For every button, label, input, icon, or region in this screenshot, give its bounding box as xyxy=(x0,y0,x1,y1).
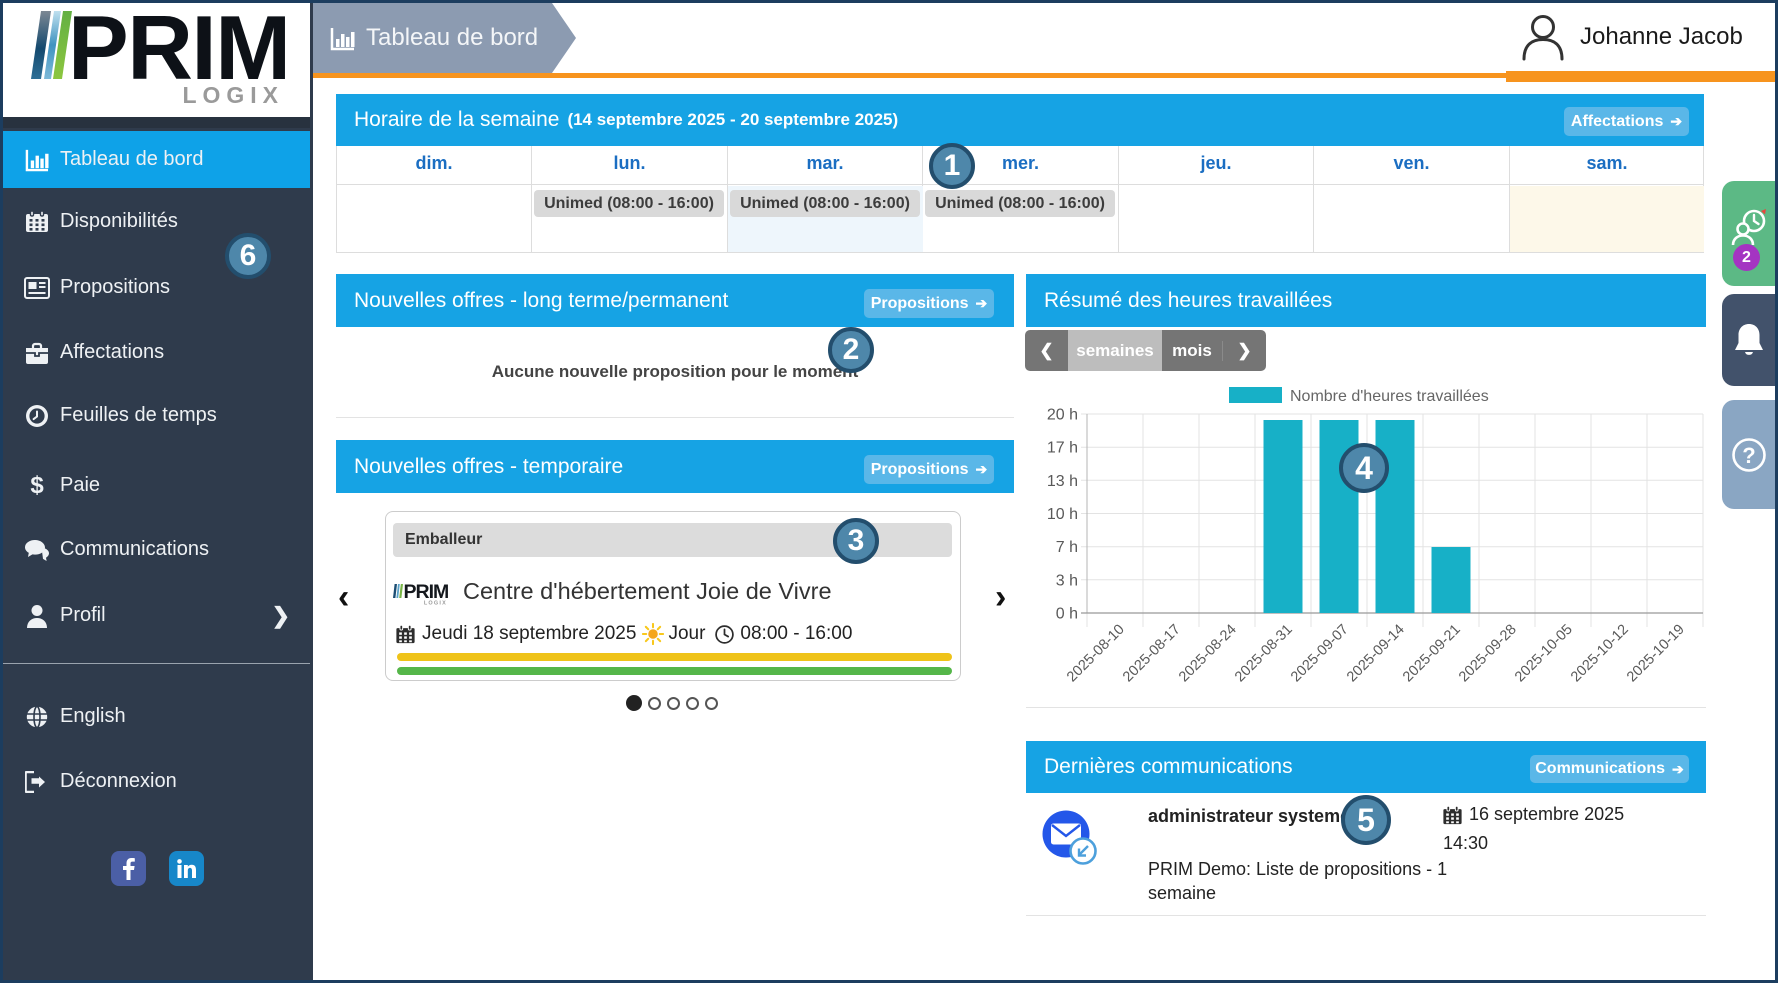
svg-text:LOGIX: LOGIX xyxy=(424,601,447,607)
svg-text:PRIM: PRIM xyxy=(404,581,449,603)
svg-text:13 h: 13 h xyxy=(1047,473,1078,490)
svg-text:7 h: 7 h xyxy=(1056,539,1078,556)
svg-text:3 h: 3 h xyxy=(1056,572,1078,589)
svg-text:PRIM: PRIM xyxy=(68,0,290,99)
svg-text:?: ? xyxy=(1742,443,1755,468)
svg-text:0 h: 0 h xyxy=(1056,606,1078,623)
svg-text:Nombre d'heures travaillées: Nombre d'heures travaillées xyxy=(1290,388,1489,405)
svg-text:10 h: 10 h xyxy=(1047,506,1078,523)
svg-text:17 h: 17 h xyxy=(1047,440,1078,457)
svg-text:20 h: 20 h xyxy=(1047,407,1078,424)
svg-text:LOGIX: LOGIX xyxy=(182,82,284,108)
